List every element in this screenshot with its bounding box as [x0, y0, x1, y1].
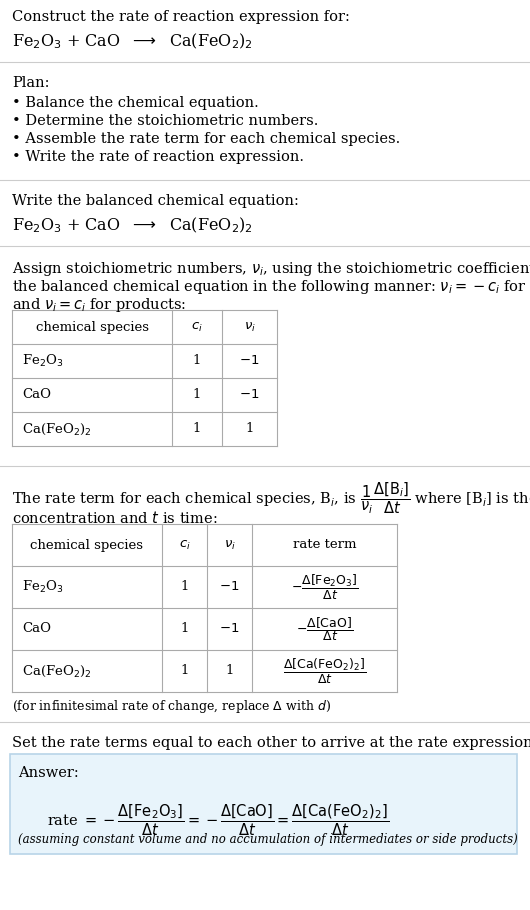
- Text: 1: 1: [193, 355, 201, 368]
- Text: 1: 1: [180, 581, 189, 593]
- Text: $c_i$: $c_i$: [191, 320, 203, 334]
- Text: Ca(FeO$_2$)$_2$: Ca(FeO$_2$)$_2$: [22, 663, 92, 679]
- Text: 1: 1: [193, 422, 201, 436]
- Text: • Write the rate of reaction expression.: • Write the rate of reaction expression.: [12, 150, 304, 164]
- Text: Fe$_2$O$_3$ + CaO  $\longrightarrow$  Ca(FeO$_2$)$_2$: Fe$_2$O$_3$ + CaO $\longrightarrow$ Ca(F…: [12, 32, 253, 51]
- Text: Construct the rate of reaction expression for:: Construct the rate of reaction expressio…: [12, 10, 350, 24]
- Text: $-1$: $-1$: [219, 622, 240, 635]
- Text: $-1$: $-1$: [240, 355, 260, 368]
- Text: chemical species: chemical species: [31, 539, 144, 551]
- Text: • Balance the chemical equation.: • Balance the chemical equation.: [12, 96, 259, 110]
- Text: Set the rate terms equal to each other to arrive at the rate expression:: Set the rate terms equal to each other t…: [12, 736, 530, 750]
- Text: concentration and $t$ is time:: concentration and $t$ is time:: [12, 510, 217, 526]
- Text: Write the balanced chemical equation:: Write the balanced chemical equation:: [12, 194, 299, 208]
- Text: 1: 1: [193, 389, 201, 401]
- Text: CaO: CaO: [22, 389, 51, 401]
- Text: $-1$: $-1$: [240, 389, 260, 401]
- Text: Fe$_2$O$_3$: Fe$_2$O$_3$: [22, 353, 64, 369]
- Text: chemical species: chemical species: [36, 320, 148, 333]
- Text: $\dfrac{\Delta[\mathrm{Ca(FeO_2)_2}]}{\Delta t}$: $\dfrac{\Delta[\mathrm{Ca(FeO_2)_2}]}{\D…: [283, 656, 366, 685]
- FancyBboxPatch shape: [10, 754, 517, 854]
- Text: 1: 1: [180, 664, 189, 678]
- Text: Plan:: Plan:: [12, 76, 49, 90]
- Text: $-1$: $-1$: [219, 581, 240, 593]
- Text: Fe$_2$O$_3$ + CaO  $\longrightarrow$  Ca(FeO$_2$)$_2$: Fe$_2$O$_3$ + CaO $\longrightarrow$ Ca(F…: [12, 216, 253, 236]
- Text: Answer:: Answer:: [18, 766, 79, 780]
- Text: Fe$_2$O$_3$: Fe$_2$O$_3$: [22, 579, 64, 595]
- Text: Assign stoichiometric numbers, $\nu_i$, using the stoichiometric coefficients, $: Assign stoichiometric numbers, $\nu_i$, …: [12, 260, 530, 278]
- Text: rate $= -\dfrac{\Delta[\mathrm{Fe_2O_3}]}{\Delta t} = -\dfrac{\Delta[\mathrm{CaO: rate $= -\dfrac{\Delta[\mathrm{Fe_2O_3}]…: [47, 802, 389, 837]
- Text: (assuming constant volume and no accumulation of intermediates or side products): (assuming constant volume and no accumul…: [18, 833, 518, 846]
- Text: $\nu_i$: $\nu_i$: [243, 320, 255, 334]
- Text: the balanced chemical equation in the following manner: $\nu_i = -c_i$ for react: the balanced chemical equation in the fo…: [12, 278, 530, 296]
- Text: • Assemble the rate term for each chemical species.: • Assemble the rate term for each chemic…: [12, 132, 400, 146]
- Text: CaO: CaO: [22, 622, 51, 635]
- Text: 1: 1: [180, 622, 189, 635]
- Text: $-\dfrac{\Delta[\mathrm{CaO}]}{\Delta t}$: $-\dfrac{\Delta[\mathrm{CaO}]}{\Delta t}…: [296, 615, 353, 643]
- Text: 1: 1: [245, 422, 254, 436]
- Text: $-\dfrac{\Delta[\mathrm{Fe_2O_3}]}{\Delta t}$: $-\dfrac{\Delta[\mathrm{Fe_2O_3}]}{\Delt…: [291, 572, 358, 602]
- Text: $\nu_i$: $\nu_i$: [224, 539, 235, 551]
- Text: The rate term for each chemical species, B$_i$, is $\dfrac{1}{\nu_i}\dfrac{\Delt: The rate term for each chemical species,…: [12, 480, 530, 516]
- Text: • Determine the stoichiometric numbers.: • Determine the stoichiometric numbers.: [12, 114, 319, 128]
- Text: 1: 1: [225, 664, 234, 678]
- Text: Ca(FeO$_2$)$_2$: Ca(FeO$_2$)$_2$: [22, 421, 92, 437]
- Text: rate term: rate term: [293, 539, 356, 551]
- Text: and $\nu_i = c_i$ for products:: and $\nu_i = c_i$ for products:: [12, 296, 187, 314]
- Text: $c_i$: $c_i$: [179, 539, 190, 551]
- Text: (for infinitesimal rate of change, replace $\Delta$ with $d$): (for infinitesimal rate of change, repla…: [12, 698, 331, 715]
